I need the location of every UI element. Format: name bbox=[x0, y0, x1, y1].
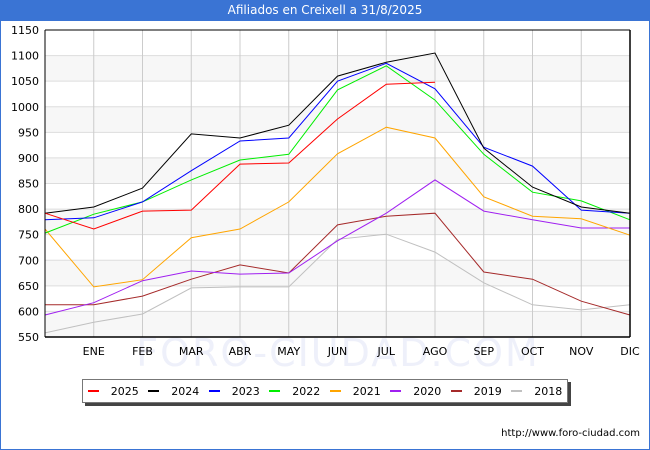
legend-swatch bbox=[450, 390, 462, 392]
legend-item-2025: 2025 bbox=[87, 384, 139, 398]
legend-label: 2018 bbox=[534, 384, 563, 398]
legend-item-2023: 2023 bbox=[208, 384, 260, 398]
legend-swatch bbox=[148, 390, 160, 392]
x-tick-label: AGO bbox=[423, 345, 448, 358]
legend-item-2024: 2024 bbox=[148, 385, 199, 398]
y-tick-label: 600 bbox=[18, 305, 39, 318]
source-url: http://www.foro-ciudad.com bbox=[501, 428, 640, 439]
y-tick-label: 750 bbox=[18, 229, 39, 242]
legend: 2025 2024 2023 2022 2021 2020 2019 2018 bbox=[82, 379, 568, 403]
legend-swatch bbox=[87, 390, 99, 392]
x-tick-label: MAY bbox=[277, 345, 300, 358]
x-tick-label: MAR bbox=[179, 345, 204, 358]
y-tick-label: 1050 bbox=[11, 75, 39, 88]
y-tick-label: 650 bbox=[18, 280, 39, 293]
legend-label: 2025 bbox=[110, 384, 139, 398]
x-tick-label: NOV bbox=[569, 345, 594, 358]
y-tick-label: 700 bbox=[18, 254, 39, 267]
y-tick-label: 1100 bbox=[11, 50, 39, 63]
legend-swatch bbox=[329, 390, 341, 392]
legend-swatch bbox=[511, 390, 523, 392]
x-tick-label: FEB bbox=[132, 345, 153, 358]
chart-title: Afiliados en Creixell a 31/8/2025 bbox=[0, 0, 650, 21]
x-tick-label: DIC bbox=[620, 345, 640, 358]
legend-label: 2021 bbox=[352, 384, 381, 398]
watermark: FORO-CIUDAD.COM bbox=[136, 331, 540, 375]
x-tick-label: JUN bbox=[327, 345, 348, 358]
legend-label: 2019 bbox=[473, 384, 502, 398]
x-tick-label: JUL bbox=[377, 345, 396, 358]
legend-swatch bbox=[269, 390, 281, 392]
legend-item-2020: 2020 bbox=[390, 385, 441, 398]
y-tick-label: 950 bbox=[18, 126, 39, 139]
legend-item-2018: 2018 bbox=[511, 385, 562, 398]
series-line-2020 bbox=[44, 179, 630, 316]
legend-label: 2022 bbox=[292, 384, 321, 398]
legend-label: 2024 bbox=[171, 384, 200, 398]
series-line-2019 bbox=[45, 212, 631, 316]
x-tick-label: OCT bbox=[521, 345, 544, 358]
y-tick-label: 1000 bbox=[11, 101, 39, 114]
legend-label: 2020 bbox=[413, 384, 442, 398]
series-line-2023 bbox=[44, 62, 631, 221]
y-tick-label: 900 bbox=[18, 152, 39, 165]
series-line-2018 bbox=[44, 233, 631, 334]
x-tick-label: ABR bbox=[229, 345, 252, 358]
x-tick-label: SEP bbox=[473, 345, 494, 358]
y-tick-label: 850 bbox=[18, 178, 39, 191]
legend-item-2021: 2021 bbox=[329, 384, 381, 398]
legend-item-2019: 2019 bbox=[450, 384, 502, 398]
legend-item-2022: 2022 bbox=[269, 385, 320, 398]
series-line-2025 bbox=[44, 81, 436, 230]
legend-swatch bbox=[208, 390, 220, 392]
y-tick-label: 800 bbox=[18, 203, 39, 216]
series-line-2021 bbox=[44, 126, 631, 288]
x-tick-label: ENE bbox=[83, 345, 105, 358]
legend-label: 2023 bbox=[231, 384, 260, 398]
y-tick-label: 1150 bbox=[11, 24, 39, 37]
y-tick-label: 550 bbox=[18, 331, 39, 344]
series-line-2024 bbox=[44, 52, 631, 214]
legend-swatch bbox=[390, 390, 402, 392]
